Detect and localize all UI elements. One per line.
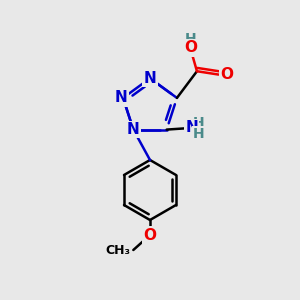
Text: H: H: [184, 32, 196, 46]
Text: O: O: [184, 40, 197, 56]
Text: H: H: [193, 116, 205, 130]
Text: N: N: [127, 122, 140, 137]
Text: N: N: [185, 120, 198, 135]
Text: CH₃: CH₃: [105, 244, 130, 256]
Text: O: O: [220, 67, 233, 82]
Text: H: H: [193, 127, 205, 141]
Text: N: N: [144, 71, 156, 86]
Text: N: N: [115, 90, 128, 105]
Text: O: O: [143, 227, 157, 242]
